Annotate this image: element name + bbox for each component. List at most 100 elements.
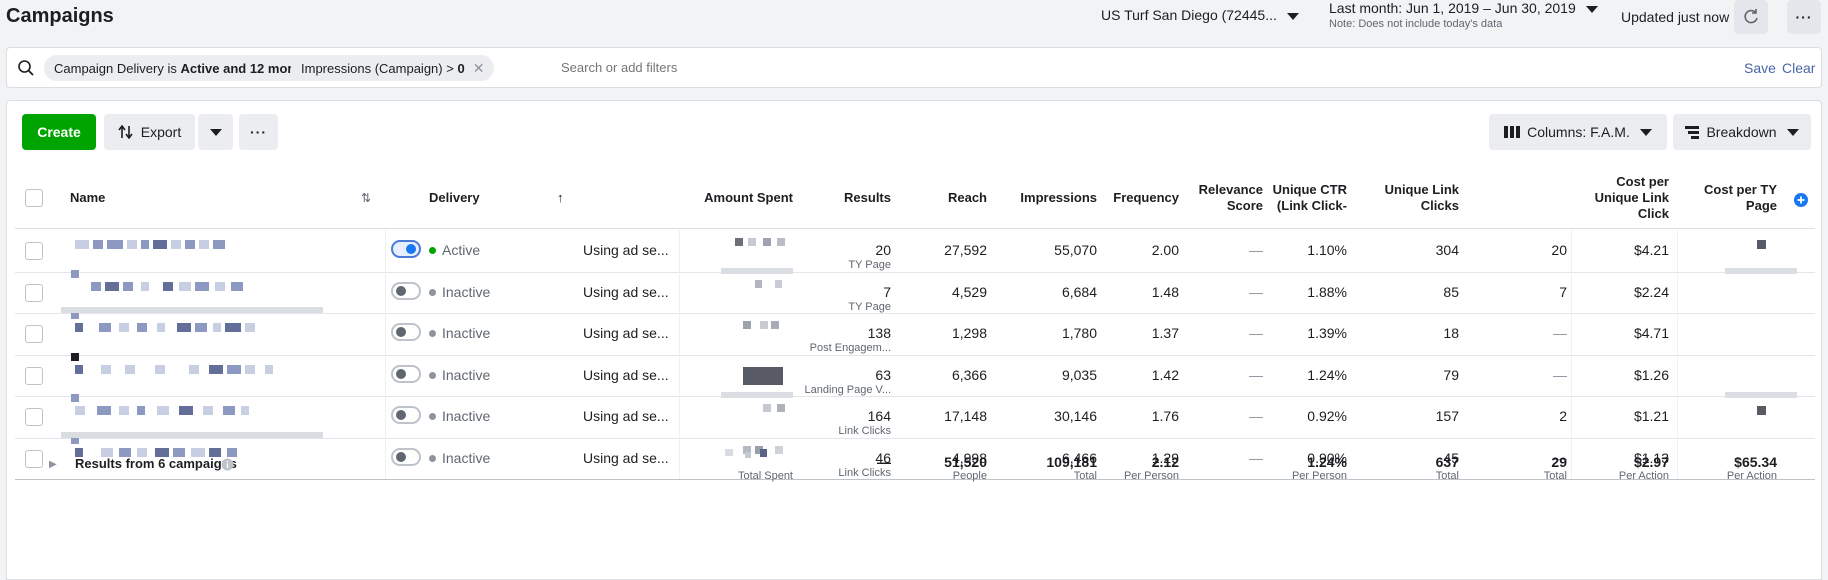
sort-icon[interactable]: ⇅ (361, 191, 372, 205)
redacted-block (137, 406, 145, 415)
more-actions-button[interactable]: ··· (239, 114, 278, 150)
row-checkbox[interactable] (25, 242, 43, 260)
sort-ascending-icon[interactable]: ↑ (557, 190, 564, 205)
bid-strategy: Using ad se... (583, 325, 669, 341)
total-impressions-sub: Total (1073, 470, 1097, 482)
redacted-block (127, 240, 137, 249)
column-header-impressions[interactable]: Impressions (1020, 190, 1097, 205)
unique-ctr-value: 1.24% (1307, 366, 1347, 383)
create-button[interactable]: Create (22, 114, 96, 150)
results-type: Post Engagem... (809, 342, 891, 354)
unique-ctr-value: 1.39% (1307, 325, 1347, 341)
export-icon (118, 125, 133, 139)
reach-value: 6,366 (951, 366, 987, 383)
clear-filters-link[interactable]: Clear (1782, 60, 1816, 76)
redacted-total-spent (725, 449, 733, 456)
filter-search-input[interactable] (561, 60, 961, 75)
column-header-relevance[interactable]: Relevance Score (1198, 182, 1263, 213)
redacted-block (75, 240, 89, 249)
cost-per-unique-value: $2.24 (1633, 283, 1669, 300)
row-divider (15, 271, 1815, 273)
column-header-name[interactable]: Name (70, 190, 106, 205)
add-column-icon[interactable] (1794, 193, 1808, 207)
save-filters-link[interactable]: Save (1744, 60, 1776, 76)
status-dot-icon (429, 247, 436, 254)
filter-chip-impressions[interactable]: Impressions (Campaign) > 0 ✕ (291, 55, 495, 81)
total-frequency: 2.12 (1151, 454, 1179, 470)
unique-link-clicks-value: 45 (1443, 449, 1459, 466)
chevron-down-icon (1639, 128, 1652, 136)
frequency-value: 2.00 (1151, 242, 1179, 258)
redacted-amount-spent (755, 279, 762, 288)
column-header-amount-spent[interactable]: Amount Spent (704, 190, 793, 205)
row-checkbox[interactable] (25, 449, 43, 468)
redacted-block (123, 281, 133, 291)
info-icon[interactable] (221, 458, 234, 471)
row-checkbox[interactable] (25, 366, 43, 385)
campaign-toggle[interactable] (391, 447, 421, 466)
redacted-campaign-name (75, 240, 325, 249)
account-selector[interactable]: US Turf San Diego (72445... (1101, 7, 1299, 23)
breakdown-button[interactable]: Breakdown (1673, 114, 1811, 150)
results-type: Link Clicks (838, 466, 891, 479)
campaign-toggle[interactable] (391, 406, 421, 424)
date-range-selector[interactable]: Last month: Jun 1, 2019 – Jun 30, 2019 N… (1329, 0, 1598, 30)
redacted-block (189, 364, 199, 374)
redacted-block (171, 240, 181, 249)
redacted-amount-spent (735, 238, 743, 246)
scroll-indicator (1725, 267, 1797, 274)
campaigns-panel: Create Export ··· Columns: F.A.M. Breakd… (6, 100, 1822, 580)
redacted-block (119, 323, 129, 332)
column-header-unique-ctr[interactable]: Unique CTR (Link Click- (1272, 182, 1347, 213)
redacted-amount-spent (760, 321, 768, 329)
campaign-toggle[interactable] (391, 364, 421, 383)
campaign-toggle[interactable] (391, 323, 421, 341)
export-options-button[interactable] (198, 114, 233, 150)
total-cost-per-ty: $65.34 (1734, 454, 1777, 470)
redacted-amount-spent (775, 279, 782, 288)
column-header-unique-link-clicks[interactable]: Unique Link Clicks (1384, 182, 1459, 213)
columns-button[interactable]: Columns: F.A.M. (1489, 114, 1667, 150)
export-button[interactable]: Export (104, 114, 195, 150)
delivery-status: Inactive (429, 450, 490, 466)
campaign-toggle[interactable] (391, 281, 421, 300)
redacted-block (223, 406, 235, 415)
row-checkbox[interactable] (25, 325, 43, 343)
refresh-button[interactable] (1734, 0, 1768, 34)
row-checkbox[interactable] (25, 408, 43, 426)
status-dot-icon (429, 330, 436, 337)
redacted-block (71, 352, 79, 361)
redacted-total-spent (760, 449, 767, 457)
column-header-reach[interactable]: Reach (947, 190, 987, 205)
column-divider (679, 230, 680, 479)
redacted-block (155, 447, 169, 457)
redacted-campaign-name (75, 364, 325, 374)
row-checkbox[interactable] (25, 283, 43, 302)
results-value: 20 (875, 242, 891, 258)
row-divider (15, 396, 1815, 397)
more-options-button[interactable]: ··· (1787, 0, 1821, 34)
unique-ctr-value: 1.10% (1307, 242, 1347, 258)
redacted-block (97, 406, 111, 415)
redacted-block (179, 281, 191, 291)
column-header-frequency[interactable]: Frequency (1113, 190, 1179, 205)
scroll-indicator (1725, 392, 1797, 398)
status-dot-icon (429, 288, 436, 296)
filter-chip-delivery[interactable]: Campaign Delivery is Active and 12 more✕ (44, 55, 330, 81)
expand-icon[interactable]: ▶ (49, 459, 57, 470)
chevron-down-icon (1786, 128, 1799, 136)
total-results: — (877, 454, 891, 470)
cost-per-unique-value: $1.13 (1633, 449, 1669, 466)
bid-strategy: Using ad se... (583, 408, 669, 424)
chevron-down-icon (209, 128, 222, 136)
column-header-cost-per-ty[interactable]: Cost per TY Page (1704, 182, 1777, 213)
redacted-amount-spent (743, 366, 783, 385)
column-header-delivery[interactable]: Delivery (429, 190, 480, 205)
extra-value: — (1553, 325, 1567, 341)
close-icon[interactable]: ✕ (472, 60, 485, 76)
column-header-cost-per-unique[interactable]: Cost per Unique Link Click (1594, 174, 1669, 221)
impressions-value: 9,035 (1061, 366, 1097, 383)
select-all-checkbox[interactable] (25, 189, 43, 207)
campaign-toggle[interactable] (391, 240, 421, 258)
column-header-results[interactable]: Results (844, 190, 891, 205)
